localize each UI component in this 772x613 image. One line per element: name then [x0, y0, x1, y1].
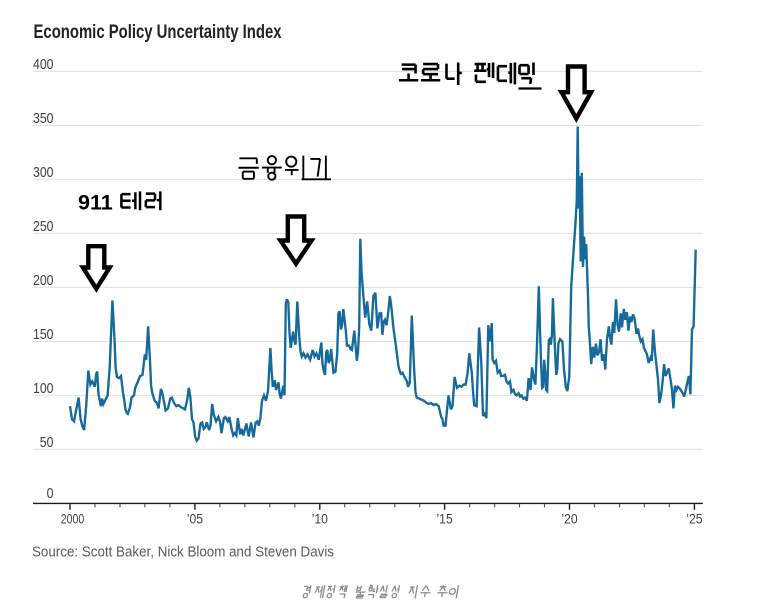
svg-text:Economic Policy Uncertainty In: Economic Policy Uncertainty Index — [34, 22, 282, 43]
svg-text:400: 400 — [33, 56, 54, 73]
svg-text:200: 200 — [33, 272, 54, 289]
svg-text:’15: ’15 — [436, 511, 452, 526]
svg-text:’05: ’05 — [187, 511, 203, 526]
svg-text:250: 250 — [33, 218, 54, 235]
svg-text:150: 150 — [33, 326, 54, 343]
svg-text:50: 50 — [40, 434, 54, 451]
svg-text:300: 300 — [33, 164, 54, 181]
svg-text:0: 0 — [47, 485, 54, 502]
svg-text:350: 350 — [33, 110, 54, 127]
svg-text:100: 100 — [33, 380, 54, 397]
svg-text:Source: Scott Baker, Nick Bloo: Source: Scott Baker, Nick Bloom and Stev… — [32, 544, 334, 561]
svg-text:2000: 2000 — [61, 511, 85, 526]
svg-text:’20: ’20 — [561, 511, 577, 526]
svg-text:911: 911 — [78, 191, 113, 215]
svg-text:’10: ’10 — [312, 511, 328, 526]
svg-text:’25: ’25 — [686, 511, 702, 526]
